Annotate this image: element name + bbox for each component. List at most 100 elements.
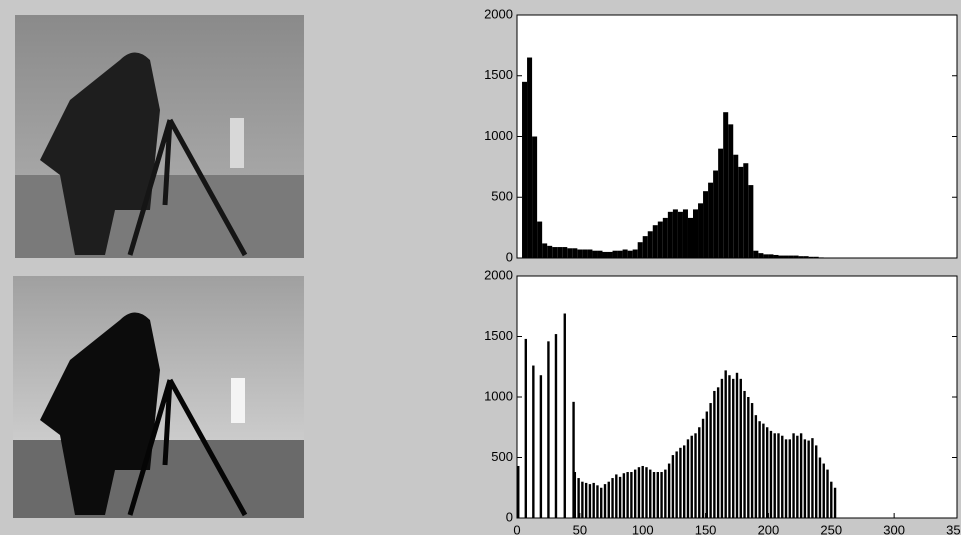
bar <box>773 254 779 258</box>
bar <box>542 243 548 258</box>
image-figure <box>40 312 160 515</box>
image-tower <box>231 378 245 423</box>
bar <box>777 433 780 518</box>
bar <box>537 221 543 258</box>
bar <box>592 250 598 258</box>
bar <box>524 338 527 518</box>
x-tick-label: 250 <box>820 522 842 535</box>
bar <box>607 481 610 518</box>
image-figure <box>40 52 160 255</box>
bar <box>637 467 641 518</box>
bar <box>592 482 595 518</box>
bar <box>788 255 794 258</box>
image-ground <box>13 440 304 518</box>
bar <box>642 236 648 258</box>
bar <box>517 465 520 518</box>
bar <box>557 247 563 258</box>
bar <box>796 435 799 518</box>
x-tick-label: 0 <box>513 522 520 535</box>
bar <box>652 225 658 258</box>
bar <box>630 472 633 518</box>
bar <box>522 81 528 258</box>
bar <box>738 166 744 258</box>
x-tick-label: 50 <box>573 522 587 535</box>
bar <box>618 476 622 518</box>
bar <box>763 254 769 258</box>
y-tick-label: 0 <box>506 249 513 264</box>
bar <box>547 245 553 258</box>
bar <box>769 430 773 518</box>
bar <box>743 163 749 258</box>
bar <box>708 182 714 258</box>
bar <box>641 465 644 518</box>
bar <box>798 256 804 258</box>
bar <box>671 455 675 518</box>
original-image <box>15 15 304 258</box>
bar <box>672 209 678 258</box>
x-tick-label: 300 <box>883 522 905 535</box>
bar <box>677 211 683 258</box>
bar <box>622 249 628 258</box>
bar <box>667 463 671 518</box>
bar <box>747 397 750 518</box>
bar <box>572 248 578 258</box>
bar <box>675 451 678 518</box>
bar <box>754 415 758 518</box>
bar <box>690 435 693 518</box>
bar <box>830 481 833 518</box>
image-tower <box>230 118 244 168</box>
bar <box>778 255 784 258</box>
bar <box>735 372 739 518</box>
bar <box>720 378 724 518</box>
x-tick-label: 100 <box>632 522 654 535</box>
bar <box>728 124 734 258</box>
bar <box>815 445 818 518</box>
bar <box>567 248 573 258</box>
bar <box>682 209 688 258</box>
bar <box>687 217 693 258</box>
y-tick-label: 1500 <box>484 67 513 82</box>
bar <box>539 375 543 518</box>
bar <box>581 481 584 518</box>
bar <box>532 365 535 518</box>
y-tick-label: 2000 <box>484 6 513 21</box>
bar <box>552 247 558 258</box>
bar <box>803 439 807 518</box>
bar <box>743 390 746 518</box>
bar <box>664 469 667 518</box>
bar <box>632 249 638 258</box>
bar <box>587 249 593 258</box>
x-tick-label: 350 <box>946 522 961 535</box>
bar <box>705 411 709 518</box>
bar <box>813 256 819 258</box>
bar <box>645 467 648 518</box>
image-tripod <box>127 118 248 257</box>
bar <box>773 433 776 518</box>
bar <box>597 250 603 258</box>
bar <box>679 447 682 518</box>
bar <box>603 484 607 518</box>
bar <box>532 136 538 258</box>
bar <box>733 154 739 258</box>
bar <box>784 439 788 518</box>
bar <box>803 256 809 258</box>
bar <box>724 370 727 518</box>
x-tick-label: 200 <box>758 522 780 535</box>
bar <box>617 250 623 258</box>
bar <box>793 255 799 258</box>
bar <box>758 421 761 518</box>
bar <box>718 148 724 258</box>
bar <box>660 472 663 518</box>
bar <box>732 378 735 518</box>
y-tick-label: 1500 <box>484 328 513 343</box>
bar <box>822 463 825 518</box>
bar <box>792 433 795 518</box>
image-ground <box>15 175 304 258</box>
bar <box>709 403 712 518</box>
bar <box>563 313 566 518</box>
bar <box>765 427 769 518</box>
bar <box>811 438 814 518</box>
bar <box>807 440 810 518</box>
bar <box>698 427 701 518</box>
